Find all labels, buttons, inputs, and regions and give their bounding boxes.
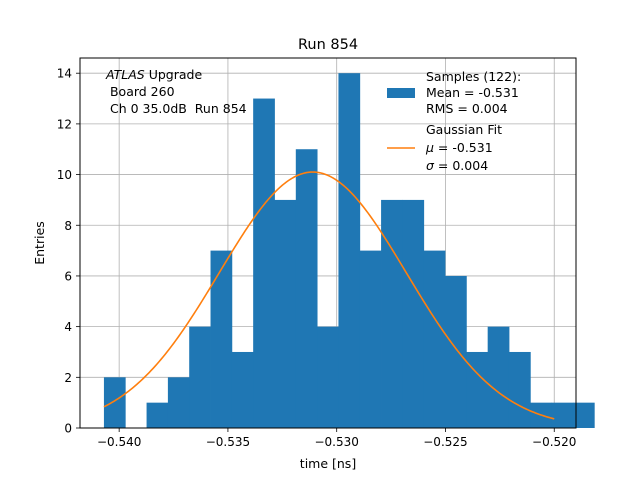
histogram-bar xyxy=(103,377,126,428)
sigma-symbol: σ xyxy=(426,158,435,173)
histogram-bar xyxy=(189,326,211,428)
histogram-bar xyxy=(508,351,531,428)
y-tick-label: 2 xyxy=(64,371,72,385)
histogram-bar xyxy=(146,402,169,428)
info-annotation: ATLAS Upgrade Board 260 Ch 0 35.0dB Run … xyxy=(105,67,247,116)
atlas-label: ATLAS xyxy=(105,67,145,82)
histogram-bar xyxy=(572,402,595,428)
y-tick-label: 4 xyxy=(64,320,72,334)
x-tick-label: −0.520 xyxy=(532,435,576,449)
x-tick-label: −0.530 xyxy=(314,435,358,449)
legend-hist-title: Samples (122): xyxy=(426,69,521,84)
y-axis-label: Entries xyxy=(32,221,47,265)
histogram-bar xyxy=(466,351,489,428)
y-tick-label: 8 xyxy=(64,219,72,233)
legend-hist-rms: RMS = 0.004 xyxy=(426,101,508,116)
gaussian-fit-curve xyxy=(103,171,555,420)
chart-title: Run 854 xyxy=(298,37,358,53)
y-tick-label: 6 xyxy=(64,269,72,283)
annotation-line-1: ATLAS Upgrade xyxy=(105,67,202,82)
histogram-bar xyxy=(487,326,510,428)
mu-value: = -0.531 xyxy=(434,140,493,155)
x-tick-label: −0.535 xyxy=(206,435,250,449)
histogram-bar xyxy=(210,250,233,428)
histogram-bar xyxy=(274,199,297,428)
annotation-line-2: Board 260 xyxy=(106,84,175,99)
histogram-bar xyxy=(551,402,574,428)
histogram-bar xyxy=(338,73,361,429)
legend-hist-mean: Mean = -0.531 xyxy=(426,85,519,100)
histogram-bar xyxy=(359,250,382,428)
histogram-bar xyxy=(253,98,275,428)
x-tick-label: −0.540 xyxy=(97,435,141,449)
axis-ticks: −0.540 −0.535 −0.530 −0.525 −0.520 0 2 4 6 8 10 12 1… xyxy=(57,67,577,449)
y-tick-label: 0 xyxy=(64,422,72,436)
histogram-bar xyxy=(167,377,190,428)
plot-frame xyxy=(79,57,577,429)
histogram-bar xyxy=(317,326,339,428)
histogram-bar xyxy=(231,351,254,428)
legend-fit-title: Gaussian Fit xyxy=(426,122,502,137)
gaussian-fit-layer xyxy=(103,171,555,420)
legend-fit-mu: μ = -0.531 xyxy=(425,140,493,155)
histogram-bar xyxy=(381,199,403,428)
x-tick-label: −0.525 xyxy=(423,435,467,449)
x-axis-label: time [ns] xyxy=(300,456,356,471)
histogram-bar xyxy=(445,275,467,428)
histogram-bar xyxy=(402,199,425,428)
mu-symbol: μ xyxy=(425,140,434,155)
sigma-value: = 0.004 xyxy=(434,158,488,173)
y-tick-label: 12 xyxy=(57,117,72,131)
histogram-bar xyxy=(295,149,318,428)
legend: Samples (122): Mean = -0.531 RMS = 0.004… xyxy=(387,69,521,173)
y-tick-label: 10 xyxy=(57,168,72,182)
y-tick-label: 14 xyxy=(57,67,72,81)
upgrade-label: Upgrade xyxy=(145,67,203,82)
legend-fit-sigma: σ = 0.004 xyxy=(426,158,488,173)
histogram-bars xyxy=(103,73,595,429)
legend-hist-swatch xyxy=(387,88,415,98)
annotation-line-3: Ch 0 35.0dB Run 854 xyxy=(106,101,247,116)
histogram-bar xyxy=(423,250,446,428)
